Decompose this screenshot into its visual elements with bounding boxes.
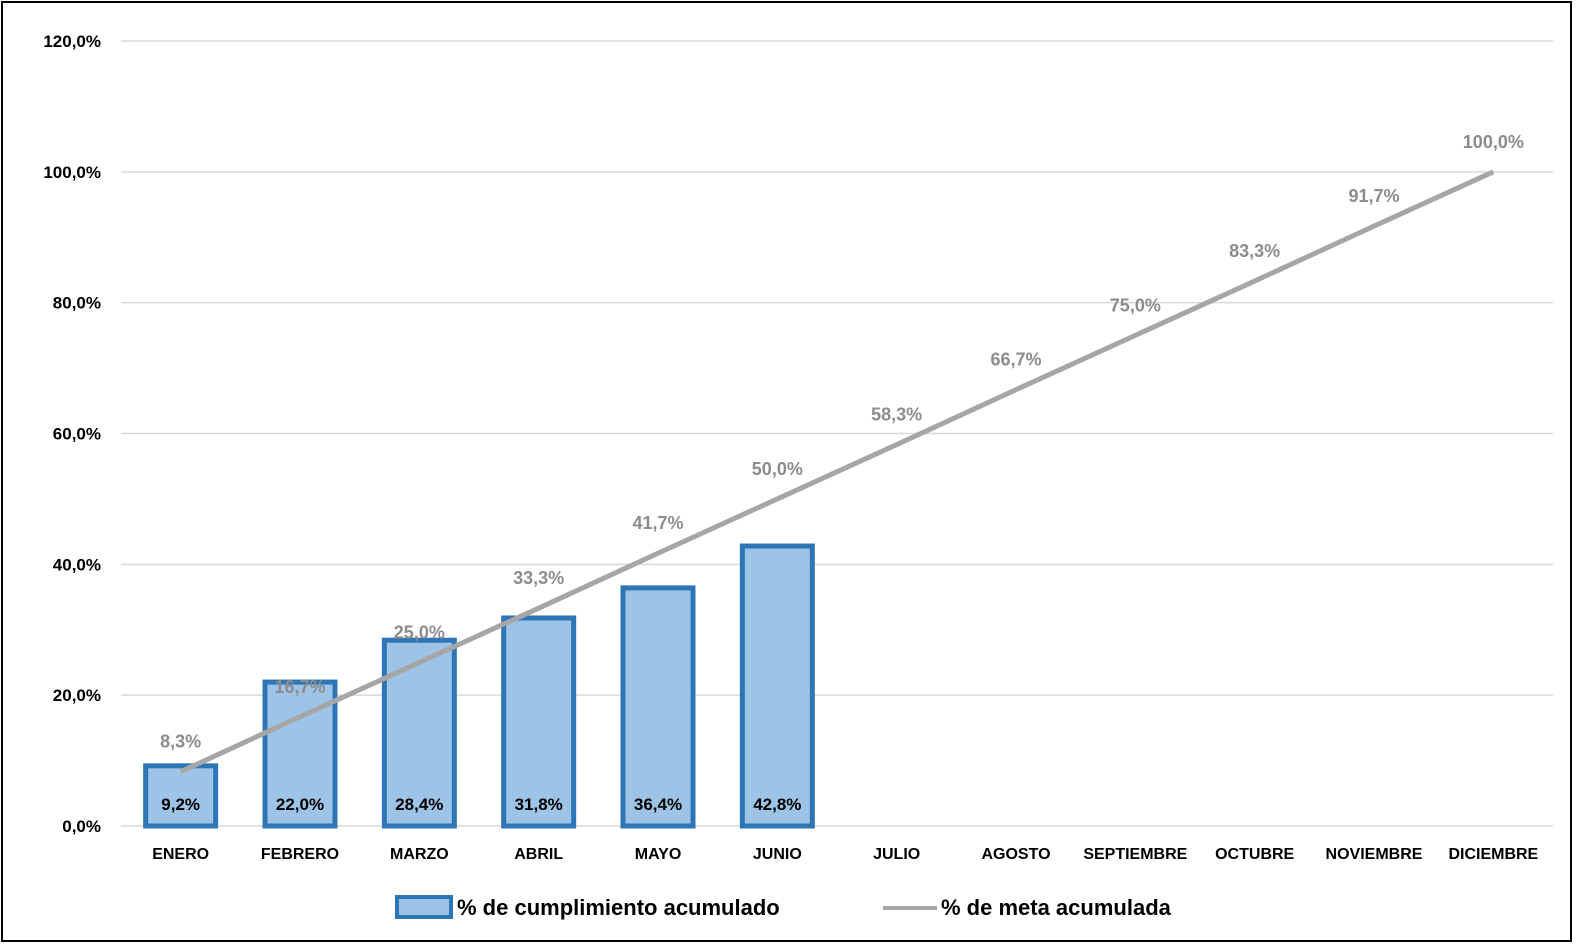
- line-data-label: 66,7%: [990, 350, 1041, 370]
- line-data-label: 83,3%: [1229, 241, 1280, 261]
- x-category-label: SEPTIEMBRE: [1083, 846, 1187, 863]
- x-category-label: OCTUBRE: [1215, 846, 1294, 863]
- bar-data-label: 36,4%: [634, 795, 682, 814]
- y-tick-label: 60,0%: [53, 425, 101, 444]
- bars-cumplimiento: [143, 543, 815, 829]
- bar-data-label: 42,8%: [753, 795, 801, 814]
- line-data-label: 33,3%: [513, 568, 564, 588]
- chart-svg: 0,0% 20,0% 40,0% 60,0% 80,0% 100,0% 120,0% 9,2…: [43, 32, 1553, 920]
- x-category-label: JULIO: [873, 846, 920, 863]
- line-data-label: 8,3%: [160, 732, 201, 752]
- line-data-label: 58,3%: [871, 405, 922, 425]
- y-tick-label: 40,0%: [53, 555, 101, 574]
- bar: [620, 585, 696, 829]
- line-data-labels: 8,3% 16,7% 25,0% 33,3% 41,7% 50,0% 58,3% 66,7% 7…: [160, 132, 1524, 752]
- line-data-label: 41,7%: [632, 513, 683, 533]
- line-data-label: 25,0%: [394, 622, 445, 642]
- bar-data-label: 28,4%: [395, 795, 443, 814]
- y-tick-label: 80,0%: [53, 294, 101, 313]
- line-data-label: 100,0%: [1463, 132, 1524, 152]
- x-category-label: ENERO: [152, 846, 209, 863]
- x-category-label: DICIEMBRE: [1448, 846, 1538, 863]
- line-data-label: 75,0%: [1110, 295, 1161, 315]
- meta-line: [179, 169, 1495, 774]
- legend-label-line: % de meta acumulada: [941, 895, 1172, 920]
- bar: [143, 763, 219, 829]
- bar-data-labels: 9,2% 22,0% 28,4% 31,8% 36,4% 42,8%: [161, 795, 801, 814]
- bar: [739, 543, 815, 829]
- y-tick-label: 0,0%: [62, 817, 101, 836]
- x-category-label: MAYO: [635, 846, 682, 863]
- x-axis-categories: ENERO FEBRERO MARZO ABRIL MAYO JUNIO JULIO AGOS…: [152, 846, 1538, 863]
- y-tick-label: 100,0%: [43, 163, 101, 182]
- line-data-label: 16,7%: [274, 677, 325, 697]
- y-axis-ticks: 0,0% 20,0% 40,0% 60,0% 80,0% 100,0% 120,0%: [43, 32, 101, 836]
- x-category-label: JUNIO: [753, 846, 802, 863]
- x-category-label: FEBRERO: [261, 846, 339, 863]
- line-meta: [179, 169, 1495, 774]
- bar-data-label: 31,8%: [515, 795, 563, 814]
- y-tick-label: 20,0%: [53, 686, 101, 705]
- bar-data-label: 22,0%: [276, 795, 324, 814]
- line-data-label: 50,0%: [752, 459, 803, 479]
- x-category-label: MARZO: [390, 846, 449, 863]
- bar-data-label: 9,2%: [161, 795, 200, 814]
- legend: % de cumplimiento acumulado % de meta ac…: [395, 895, 1172, 920]
- line-data-label: 91,7%: [1348, 186, 1399, 206]
- x-category-label: AGOSTO: [981, 846, 1050, 863]
- x-category-label: NOVIEMBRE: [1326, 846, 1423, 863]
- legend-swatch-bar: [395, 895, 453, 919]
- legend-label-bar: % de cumplimiento acumulado: [457, 895, 780, 920]
- x-category-label: ABRIL: [514, 846, 563, 863]
- bar: [501, 615, 577, 829]
- y-tick-label: 120,0%: [43, 32, 101, 51]
- gridlines: [121, 40, 1553, 827]
